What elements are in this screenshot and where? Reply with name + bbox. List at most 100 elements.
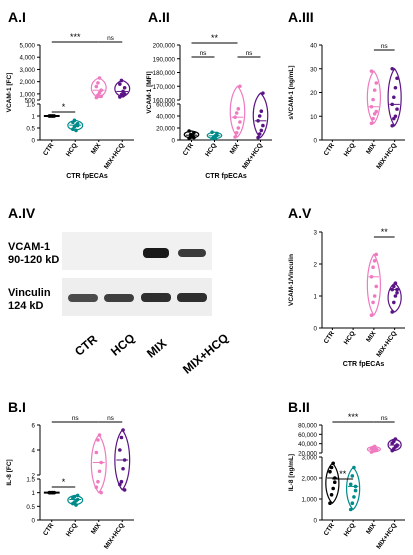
x-tick-label-mix-hcq: MIX+HCQ (375, 522, 398, 550)
data-point-mix-hcq (121, 428, 125, 432)
data-point-mix-hcq (393, 437, 398, 441)
significance-label: *** (348, 412, 359, 422)
violin-mix-hcq (252, 92, 269, 139)
y-axis-label: VCAM-1 [MFI] (146, 71, 153, 113)
x-tick-label-ctr: CTR (42, 522, 56, 537)
y-axis-label: IL-8 [ng/mL] (288, 454, 295, 491)
data-point-mix (233, 135, 237, 139)
violin-mix (90, 77, 107, 99)
data-point-ctr (187, 129, 191, 133)
x-tick-label-ctr: CTR (182, 142, 196, 157)
data-point-mix-hcq (122, 85, 127, 90)
data-point-mix (374, 109, 379, 114)
y-tick-label: 2,000 (20, 79, 36, 86)
y-tick-label: 1 (32, 490, 36, 497)
data-point-mix-hcq (390, 287, 395, 292)
y-tick-label: 0.5 (26, 504, 35, 511)
data-point-mix-hcq (393, 85, 398, 90)
y-tick-label: 500 (25, 98, 36, 105)
violin-mix (90, 434, 107, 494)
data-point-mix-hcq (257, 132, 262, 136)
data-point-mix-hcq (390, 66, 395, 71)
y-tick-label: 30 (310, 66, 317, 73)
violin-mix (366, 253, 381, 317)
data-point-mix (369, 104, 374, 109)
blot-band-vinculin-ctr (68, 294, 98, 302)
x-tick-label-mix: MIX (90, 142, 103, 156)
panel-title-a2: A.II (148, 9, 170, 25)
y-tick-label: 1.5 (26, 477, 35, 484)
y-tick-label: 0 (314, 518, 318, 525)
y-tick-label: 10 (310, 114, 317, 121)
data-point-mix-hcq (390, 123, 395, 128)
data-point-hcq (352, 465, 356, 470)
data-point-mix (369, 121, 374, 126)
blot-label-vinculin-name: Vinculin (8, 287, 51, 299)
x-tick-label-mix-hcq: MIX+HCQ (103, 522, 126, 550)
violin-mix-hcq (387, 438, 402, 452)
data-point-hcq (348, 507, 353, 512)
data-point-mix-hcq (395, 444, 399, 448)
data-point-ctr (331, 486, 335, 491)
data-point-mix (238, 84, 242, 89)
data-point-ctr (52, 490, 56, 495)
violin-hcq (345, 466, 361, 511)
data-point-mix-hcq (261, 123, 265, 128)
y-tick-label: 20 (310, 90, 317, 97)
data-point-ctr (192, 131, 196, 135)
data-point-mix-hcq (259, 128, 264, 133)
data-point-mix (372, 294, 377, 298)
data-point-ctr (328, 501, 332, 506)
data-point-mix (234, 111, 239, 115)
data-point-mix-hcq (393, 281, 398, 286)
data-point-mix (369, 275, 374, 279)
x-tick-label-hcq: HCQ (343, 142, 357, 158)
data-point-mix (236, 126, 241, 130)
x-tick-label-mix-hcq: MIX+HCQ (103, 142, 126, 170)
data-point-mix (369, 69, 374, 73)
y-tick-label: 3 (314, 230, 318, 237)
data-point-ctr (192, 135, 196, 140)
data-point-mix-hcq (256, 119, 260, 123)
x-tick-label-mix: MIX (90, 522, 103, 536)
y-tick-label: 190,000 (153, 56, 176, 63)
violin-mix-hcq (387, 282, 402, 313)
y-tick-label: 160,000 (153, 98, 176, 105)
significance-label: ** (211, 33, 219, 43)
data-point-mix-hcq (395, 76, 399, 81)
data-point-mix (99, 460, 103, 465)
blot-label-vinculin: Vinculin 124 kD (8, 287, 51, 313)
significance-label: * (62, 102, 66, 112)
y-tick-label: 40,000 (298, 441, 317, 448)
data-point-mix-hcq (261, 91, 265, 95)
x-tick-label-hcq: HCQ (65, 142, 79, 158)
violin-mix-hcq (387, 67, 402, 127)
data-point-hcq (353, 484, 358, 489)
significance-label: ns (246, 50, 254, 57)
y-tick-label: 0 (314, 138, 318, 145)
y-tick-label: 20,000 (298, 451, 317, 458)
x-tick-label-hcq: HCQ (204, 142, 218, 158)
data-point-hcq (353, 488, 358, 493)
data-point-hcq (75, 493, 80, 498)
panel-title-a1: A.I (8, 9, 26, 25)
blot-label-vcam-kd: 90-120 kD (8, 254, 60, 266)
data-point-ctr (328, 469, 332, 474)
x-tick-label-mix: MIX (365, 330, 378, 344)
panel-title-a5: A.V (288, 205, 312, 221)
data-point-mix (374, 447, 379, 452)
data-point-mix (371, 97, 375, 102)
y-tick-label: 80,000 (298, 423, 317, 430)
significance-label: *** (70, 32, 81, 42)
data-point-mix-hcq (395, 107, 399, 111)
significance-label: ns (200, 50, 208, 57)
data-point-mix-hcq (393, 114, 398, 119)
y-axis-label: sVCAM-1 [ng/mL] (288, 65, 295, 119)
x-tick-label-mix: MIX (365, 142, 378, 156)
data-point-hcq (75, 497, 80, 502)
data-point-mix-hcq (256, 135, 260, 140)
